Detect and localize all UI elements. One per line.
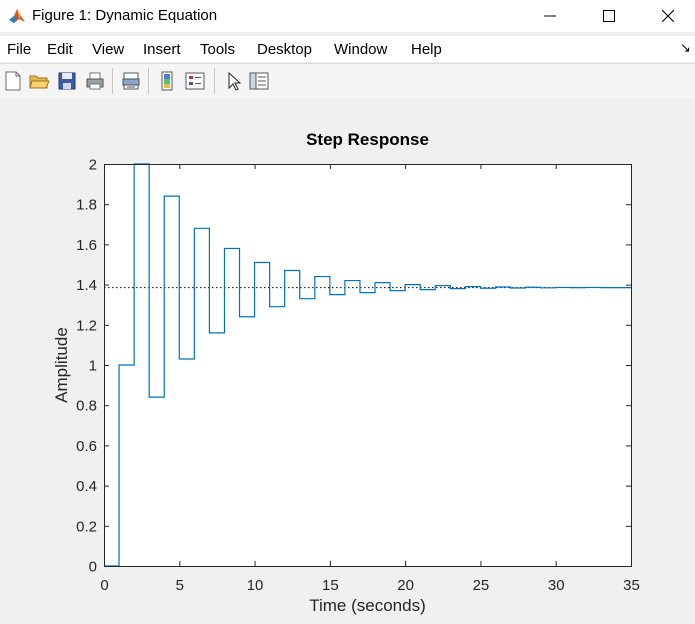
y-tick-label: 1.6 xyxy=(76,237,97,254)
x-tick-label: 15 xyxy=(322,577,339,594)
save-icon[interactable] xyxy=(56,70,78,92)
print-preview-icon[interactable] xyxy=(120,70,142,92)
print-icon[interactable] xyxy=(84,70,106,92)
window-title: Figure 1: Dynamic Equation xyxy=(32,7,218,24)
step-series-line xyxy=(104,163,631,567)
step-response-plot[interactable]: 0 5 10 15 20 25 30 35 0 0.2 0.4 0.6 0.8 1 1.2 1.4 1.6 1.8… xyxy=(0,98,695,624)
x-tick-label: 0 xyxy=(100,577,108,594)
y-tick-label: 0.8 xyxy=(76,398,97,415)
toolbar xyxy=(0,63,695,99)
menu-edit[interactable]: Edit xyxy=(47,41,73,58)
dock-arrow-icon[interactable]: ↘ xyxy=(680,40,691,55)
maximize-button[interactable] xyxy=(586,0,632,32)
y-tick-label: 1.2 xyxy=(76,317,97,334)
maximize-icon xyxy=(603,10,615,22)
series-group xyxy=(104,163,631,567)
x-tick-label: 30 xyxy=(548,577,565,594)
menu-desktop[interactable]: Desktop xyxy=(257,41,313,58)
y-tick-label: 1 xyxy=(89,358,97,375)
property-inspector-icon[interactable] xyxy=(248,70,270,92)
x-tick-label: 5 xyxy=(176,577,184,594)
y-tick-label: 0.4 xyxy=(76,478,97,495)
x-tick-label: 20 xyxy=(397,577,414,594)
menu-help[interactable]: Help xyxy=(411,41,442,58)
figure-canvas: 0 5 10 15 20 25 30 35 0 0.2 0.4 0.6 0.8 1 1.2 1.4 1.6 1.8… xyxy=(0,98,695,624)
x-tick-label: 10 xyxy=(247,577,264,594)
matlab-icon xyxy=(8,7,26,25)
legend-icon[interactable] xyxy=(184,70,206,92)
open-file-icon[interactable] xyxy=(28,70,50,92)
x-axis-label: Time (seconds) xyxy=(309,596,426,615)
menu-window[interactable]: Window xyxy=(334,41,388,58)
minimize-button[interactable] xyxy=(527,0,573,32)
y-tick-label: 1.4 xyxy=(76,277,97,294)
pointer-icon[interactable] xyxy=(222,70,244,92)
y-tick-label: 1.8 xyxy=(76,197,97,214)
minimize-icon xyxy=(544,15,556,17)
menu-bar: File Edit View Insert Tools Desktop Wind… xyxy=(0,36,695,62)
close-button[interactable] xyxy=(645,0,691,32)
menu-tools[interactable]: Tools xyxy=(200,41,236,58)
y-tick-label: 0.2 xyxy=(76,518,97,535)
ticks-group: 0 5 10 15 20 25 30 35 0 0.2 0.4 0.6 0.8 1 1.2 1.4 1.6 1.8… xyxy=(76,157,640,595)
y-tick-label: 0 xyxy=(89,559,97,576)
title-bar: Figure 1: Dynamic Equation xyxy=(0,0,695,32)
menu-insert[interactable]: Insert xyxy=(143,41,181,58)
colorbar-icon[interactable] xyxy=(156,70,178,92)
y-axis-label: Amplitude xyxy=(52,327,71,403)
y-tick-label: 2 xyxy=(89,157,97,174)
new-figure-icon[interactable] xyxy=(2,70,24,92)
chart-title: Step Response xyxy=(306,130,429,149)
y-tick-label: 0.6 xyxy=(76,438,97,455)
x-tick-label: 35 xyxy=(623,577,640,594)
menu-file[interactable]: File xyxy=(7,41,32,58)
close-icon xyxy=(662,10,674,22)
axes-background xyxy=(104,164,631,566)
menu-view[interactable]: View xyxy=(92,41,125,58)
x-tick-label: 25 xyxy=(473,577,490,594)
